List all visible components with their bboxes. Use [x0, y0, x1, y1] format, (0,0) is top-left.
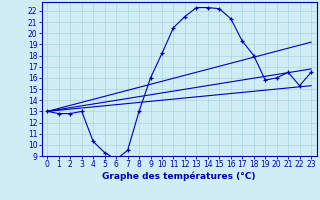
- X-axis label: Graphe des températures (°C): Graphe des températures (°C): [102, 172, 256, 181]
